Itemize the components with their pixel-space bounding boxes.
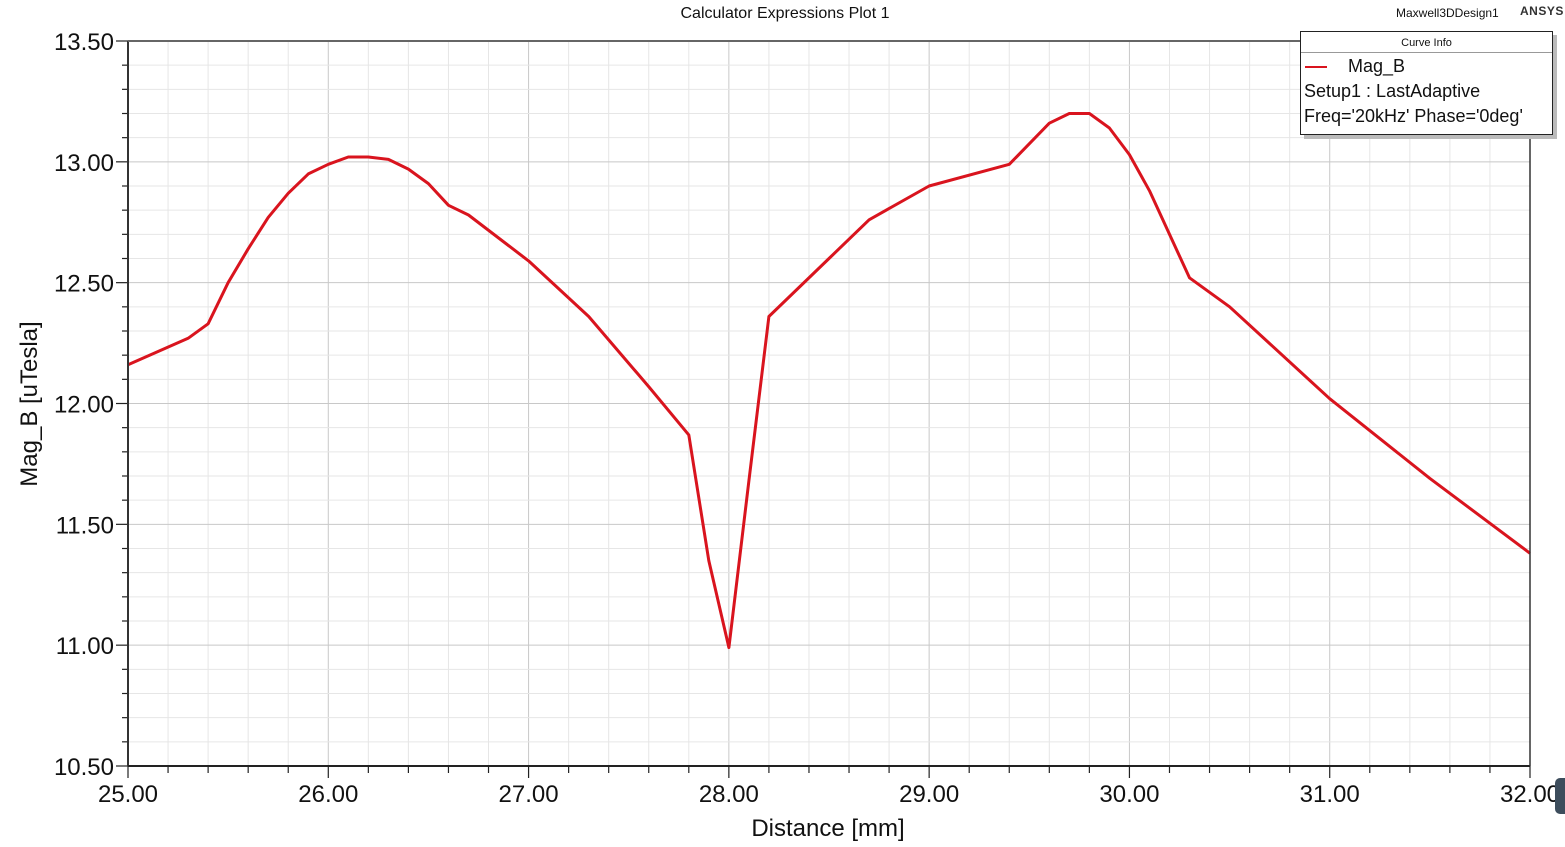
svg-text:30.00: 30.00 xyxy=(1099,781,1159,808)
legend-entry[interactable]: Mag_B xyxy=(1301,53,1552,78)
plot-title: Calculator Expressions Plot 1 xyxy=(680,5,890,22)
legend-params: Freq='20kHz' Phase='0deg' xyxy=(1304,106,1523,126)
svg-text:28.00: 28.00 xyxy=(699,781,759,808)
svg-text:12.50: 12.50 xyxy=(54,271,114,298)
y-axis-label: Mag_B [uTesla] xyxy=(16,321,43,487)
svg-text:10.50: 10.50 xyxy=(54,754,114,781)
svg-text:29.00: 29.00 xyxy=(899,781,959,808)
design-name: Maxwell3DDesign1 xyxy=(1396,6,1499,20)
svg-text:13.50: 13.50 xyxy=(54,29,114,56)
svg-text:11.50: 11.50 xyxy=(56,512,114,539)
brand-logo: ANSYS xyxy=(1520,4,1564,18)
svg-text:12.00: 12.00 xyxy=(54,392,114,419)
svg-text:25.00: 25.00 xyxy=(98,781,158,808)
svg-text:31.00: 31.00 xyxy=(1300,781,1360,808)
svg-text:32.00: 32.00 xyxy=(1500,781,1560,808)
grid-lines xyxy=(127,40,1531,767)
legend-setup: Setup1 : LastAdaptive xyxy=(1304,81,1481,101)
svg-text:26.00: 26.00 xyxy=(298,781,358,808)
plot-frame xyxy=(127,40,1531,767)
svg-text:27.00: 27.00 xyxy=(499,781,559,808)
curve-info-legend[interactable]: Curve Info Mag_B Setup1 : LastAdaptive F… xyxy=(1300,31,1553,135)
svg-text:11.00: 11.00 xyxy=(56,633,114,660)
legend-curve-name: Mag_B xyxy=(1348,56,1406,76)
data-line-mag-b[interactable] xyxy=(127,112,1531,650)
svg-text:13.00: 13.00 xyxy=(54,150,114,177)
tick-labels: 25.00 26.00 27.00 28.00 29.00 30.00 31.00 32.00… xyxy=(54,29,1560,808)
legend-title: Curve Info xyxy=(1301,32,1552,53)
x-axis-label: Distance [mm] xyxy=(751,815,905,842)
line-swatch-icon xyxy=(1305,66,1327,69)
panel-toggle-button[interactable] xyxy=(1555,778,1565,814)
